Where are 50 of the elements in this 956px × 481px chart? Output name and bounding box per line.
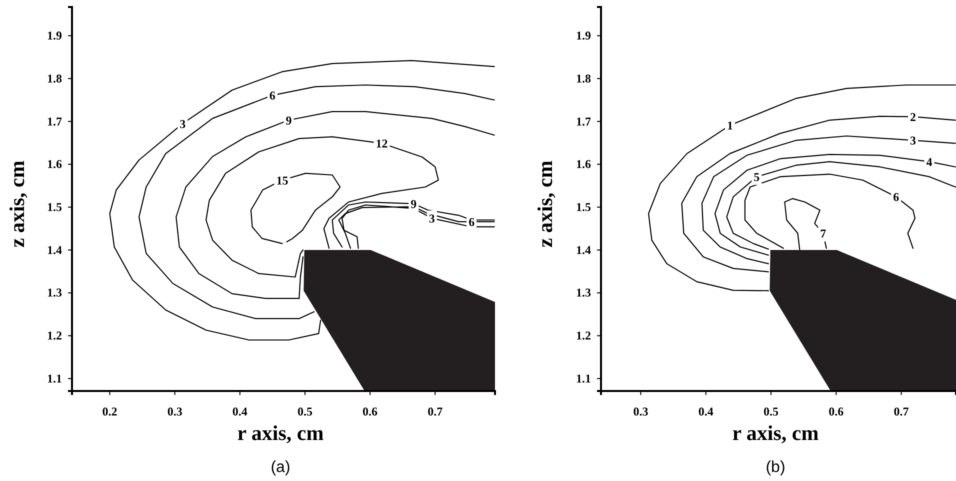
series-label: 4	[926, 154, 932, 169]
series-label: 6	[893, 190, 900, 204]
series-label: 12	[376, 136, 388, 150]
x-tick-label: 0.3	[633, 404, 648, 419]
y-tick-label: 1.4	[576, 242, 591, 257]
y-tick-label: 1.1	[576, 371, 591, 386]
y-tick-label: 1.7	[576, 114, 591, 128]
y-tick-label: 1.1	[47, 371, 62, 386]
y-axis-title: z axis, cm	[533, 160, 557, 248]
series-label: 15	[276, 173, 288, 188]
y-tick-label: 1.2	[47, 328, 62, 343]
x-axis-title: r axis, cm	[237, 421, 324, 445]
x-tick-label: 0.3	[167, 404, 182, 419]
series-label: 9	[286, 113, 292, 128]
x-tick-label: 0.7	[428, 404, 443, 419]
text: (b)	[766, 459, 786, 476]
y-tick-label: 1.9	[576, 28, 591, 43]
line-series	[109, 60, 495, 341]
y-tick-label: 1.6	[47, 157, 62, 172]
line-series	[176, 111, 495, 299]
series-label: 3	[910, 133, 916, 148]
line-series	[138, 84, 495, 320]
y-axis-title: z axis, cm	[5, 160, 29, 248]
line-series	[250, 172, 341, 244]
y-tick-label: 1.8	[47, 71, 62, 86]
y-tick-label: 1.8	[576, 71, 591, 86]
x-tick-label: 0.2	[102, 404, 118, 419]
x-tick-label: 0.6	[362, 404, 378, 419]
y-tick-label: 1.3	[47, 286, 62, 300]
text: (a)	[270, 459, 290, 476]
y-tick-label: 1.3	[576, 286, 591, 300]
series-label: 6	[269, 88, 276, 102]
x-tick-label: 0.5	[297, 404, 312, 419]
x-tick-label: 0.4	[232, 404, 248, 419]
x-tick-label: 0.7	[894, 404, 909, 419]
x-axis-title: r axis, cm	[732, 421, 820, 445]
y-tick-label: 1.2	[576, 328, 591, 343]
y-tick-label: 1.9	[47, 28, 62, 43]
y-tick-label: 1.5	[47, 200, 62, 214]
series-label: 2	[910, 110, 916, 124]
y-tick-label: 1.7	[47, 114, 62, 128]
line-series	[714, 154, 956, 256]
y-tick-label: 1.4	[47, 242, 62, 257]
x-tick-label: 0.4	[698, 404, 714, 419]
y-tick-label: 1.6	[576, 157, 591, 172]
x-tick-label: 0.6	[828, 404, 844, 419]
x-tick-label: 0.5	[764, 404, 779, 419]
line-series	[648, 84, 956, 292]
y-tick-label: 1.5	[576, 200, 591, 214]
line-series	[744, 174, 916, 249]
